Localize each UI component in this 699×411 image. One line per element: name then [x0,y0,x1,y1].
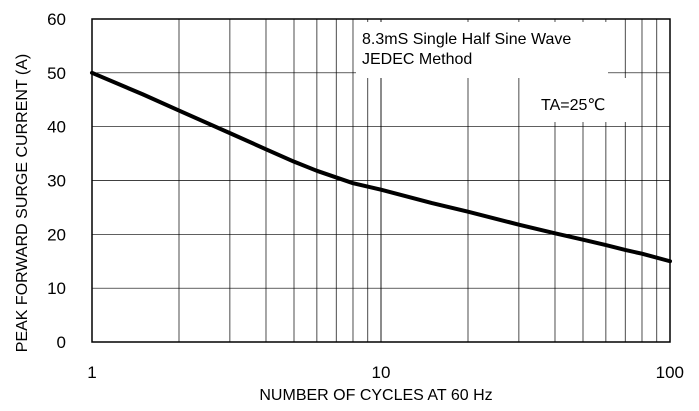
x-tick-label: 100 [656,363,684,382]
temperature-label: TA=25℃ [541,97,605,114]
annotation-layer: 8.3mS Single Half Sine Wave JEDEC Method T… [356,22,632,122]
annotation-line-2: JEDEC Method [362,51,472,68]
y-axis-title: PEAK FORWARD SURGE CURRENT (A) [14,54,31,352]
x-tick-label: 10 [372,363,391,382]
y-tick-label: 20 [47,225,66,244]
x-tick-label: 1 [87,363,96,382]
y-tick-label: 30 [47,172,66,191]
y-tick-label: 0 [57,333,66,352]
x-axis-title: NUMBER OF CYCLES AT 60 Hz [259,387,492,404]
y-tick-label: 40 [47,118,66,137]
annotation-line-1: 8.3mS Single Half Sine Wave [362,31,571,48]
y-tick-label: 60 [47,10,66,29]
y-tick-label: 50 [47,64,66,83]
y-tick-label: 10 [47,279,66,298]
